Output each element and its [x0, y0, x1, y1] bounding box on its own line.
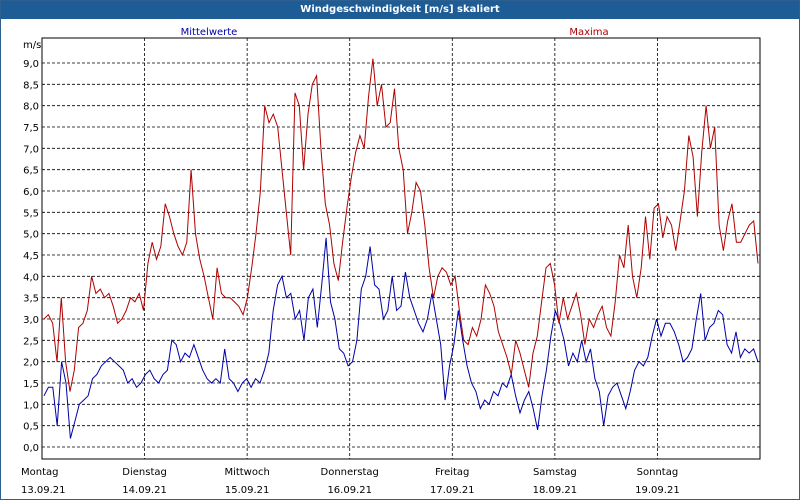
x-tick-date: 19.09.21: [635, 485, 680, 496]
y-tick-label: 8,0: [23, 102, 39, 113]
y-tick-label: 1,5: [23, 379, 39, 390]
legend-mean-label: Mittelwerte: [181, 27, 238, 38]
x-tick-date: 13.09.21: [21, 485, 66, 496]
y-tick-label: 3,0: [23, 315, 39, 326]
x-tick-date: 14.09.21: [122, 485, 167, 496]
x-tick-day: Dienstag: [122, 467, 167, 478]
x-tick-day: Montag: [21, 467, 58, 478]
y-tick-label: 6,5: [23, 166, 39, 177]
y-tick-label: 2,5: [23, 336, 39, 347]
x-tick-date: 17.09.21: [430, 485, 475, 496]
y-tick-label: 8,5: [23, 80, 39, 91]
y-axis-unit: m/s: [23, 40, 41, 51]
plot-area: [41, 37, 761, 460]
x-tick-day: Donnerstag: [321, 467, 379, 478]
y-tick-label: 4,0: [23, 272, 39, 283]
y-tick-label: 0,5: [23, 422, 39, 433]
y-tick-label: 6,0: [23, 187, 39, 198]
x-tick-day: Freitag: [435, 467, 469, 478]
y-tick-label: 1,0: [23, 400, 39, 411]
legend-max-label: Maxima: [569, 27, 608, 38]
series-line-maxima: [43, 58, 759, 392]
y-tick-label: 9,0: [23, 59, 39, 70]
y-tick-label: 2,0: [23, 358, 39, 369]
series-line-mittelwerte: [43, 237, 759, 439]
window-title: Windgeschwindigkeit [m/s] skaliert: [1, 1, 799, 19]
x-tick-day: Samstag: [533, 467, 577, 478]
y-tick-label: 0,0: [23, 443, 39, 454]
x-tick-date: 18.09.21: [533, 485, 578, 496]
y-tick-label: 7,5: [23, 123, 39, 134]
y-tick-label: 5,0: [23, 230, 39, 241]
x-tick-date: 16.09.21: [327, 485, 372, 496]
x-tick-day: Mittwoch: [224, 467, 269, 478]
y-tick-label: 5,5: [23, 208, 39, 219]
y-tick-label: 4,5: [23, 251, 39, 262]
x-tick-date: 15.09.21: [225, 485, 270, 496]
y-tick-label: 3,5: [23, 294, 39, 305]
wind-speed-chart: Mittelwerte Maxima m/s 0,0 0,5 1,0 1,5 2,0 2,…: [21, 27, 761, 496]
x-tick-day: Sonntag: [637, 467, 679, 478]
y-tick-label: 7,0: [23, 144, 39, 155]
